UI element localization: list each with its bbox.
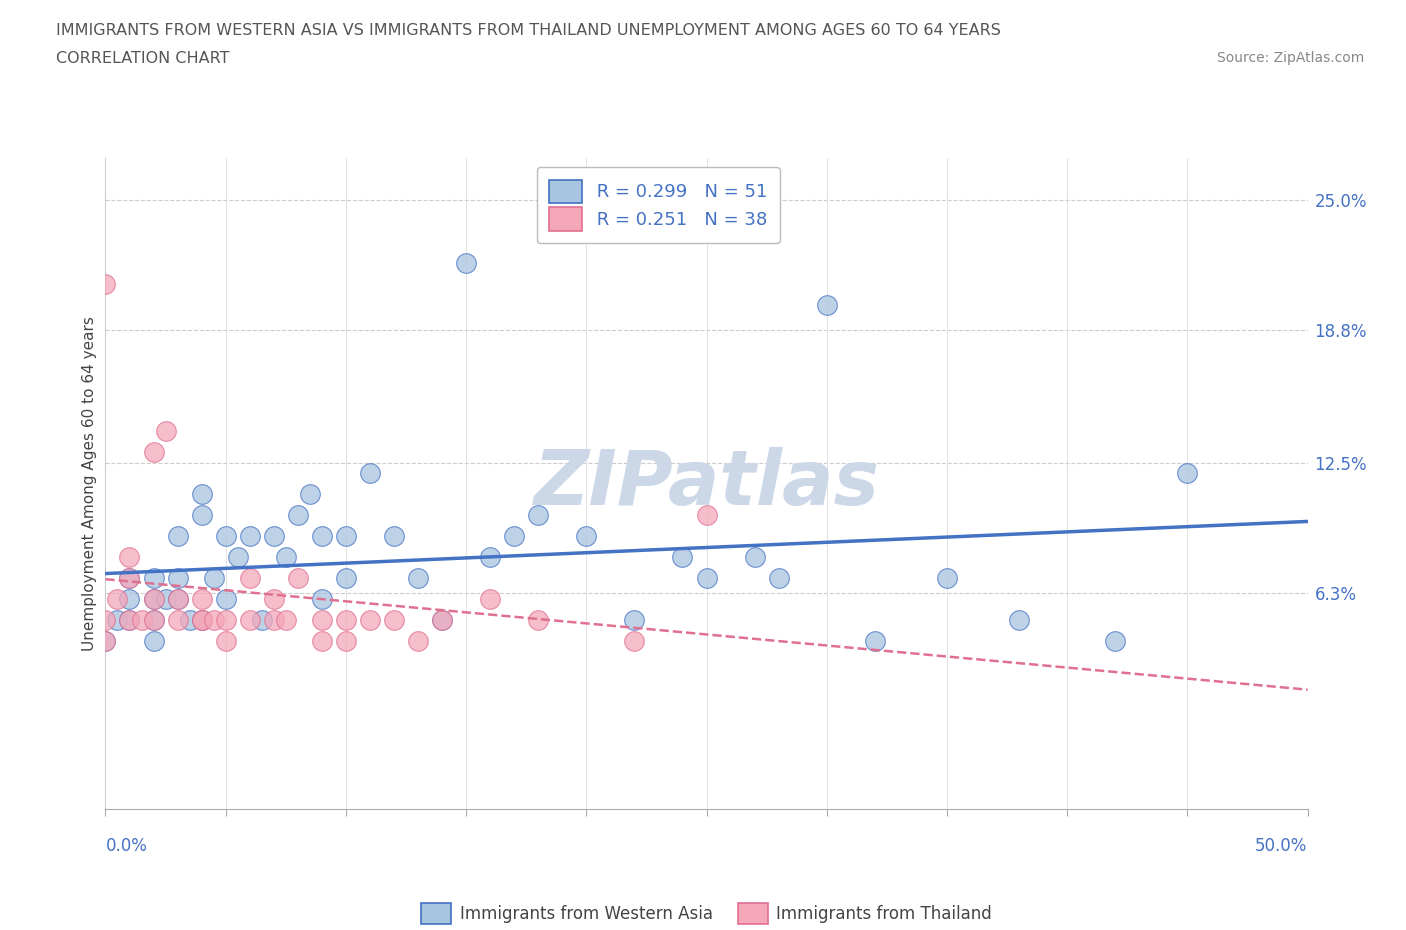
Point (214, 591, 236, 606)
Point (382, 613, 405, 628)
Legend: Immigrants from Western Asia, Immigrants from Thailand: Immigrants from Western Asia, Immigrants… (415, 897, 998, 930)
Point (1008, 613, 1031, 628)
Point (430, 613, 453, 628)
Point (287, 508, 309, 523)
Point (155, 591, 177, 606)
Point (815, 298, 838, 312)
Point (118, 571, 141, 586)
Point (263, 528, 285, 543)
Point (696, 571, 718, 586)
Point (202, 613, 225, 628)
Point (155, 424, 177, 439)
Point (503, 528, 526, 543)
Point (142, 591, 165, 606)
Point (190, 613, 212, 628)
Point (118, 591, 141, 606)
Point (107, 591, 129, 606)
Point (671, 550, 693, 565)
Point (359, 466, 381, 481)
Point (382, 528, 405, 543)
Point (239, 528, 262, 543)
Text: 0.0%: 0.0% (105, 837, 148, 855)
Text: Source: ZipAtlas.com: Source: ZipAtlas.com (1216, 51, 1364, 65)
Point (744, 550, 766, 565)
Point (107, 613, 129, 628)
Point (1104, 633, 1126, 648)
Point (118, 550, 141, 565)
Point (142, 613, 165, 628)
Point (142, 571, 165, 586)
Point (118, 613, 141, 628)
Point (142, 633, 165, 648)
Point (226, 550, 249, 565)
Point (335, 633, 357, 648)
Point (131, 613, 153, 628)
Point (263, 591, 285, 606)
Text: CORRELATION CHART: CORRELATION CHART (56, 51, 229, 66)
Point (863, 633, 886, 648)
Point (696, 508, 718, 523)
Point (936, 571, 959, 586)
Point (166, 591, 188, 606)
Point (142, 445, 165, 459)
Point (166, 613, 188, 628)
Y-axis label: Unemployment Among Ages 60 to 64 years: Unemployment Among Ages 60 to 64 years (82, 316, 97, 651)
Point (575, 528, 598, 543)
Point (94, 633, 117, 648)
Point (239, 571, 262, 586)
Point (94, 633, 117, 648)
Point (623, 633, 645, 648)
Point (142, 591, 165, 606)
Point (527, 613, 550, 628)
Point (311, 528, 333, 543)
Text: IMMIGRANTS FROM WESTERN ASIA VS IMMIGRANTS FROM THAILAND UNEMPLOYMENT AMONG AGES: IMMIGRANTS FROM WESTERN ASIA VS IMMIGRAN… (56, 23, 1001, 38)
Point (166, 571, 188, 586)
Point (311, 613, 333, 628)
Point (359, 613, 381, 628)
Point (214, 613, 236, 628)
Point (274, 613, 297, 628)
Point (263, 613, 285, 628)
Point (335, 613, 357, 628)
Point (479, 550, 502, 565)
Point (768, 571, 790, 586)
Point (1175, 466, 1198, 481)
Point (479, 591, 502, 606)
Point (527, 508, 550, 523)
Point (190, 508, 212, 523)
Text: 50.0%: 50.0% (1256, 837, 1308, 855)
Point (298, 486, 321, 501)
Point (190, 613, 212, 628)
Point (202, 571, 225, 586)
Point (190, 486, 212, 501)
Point (250, 613, 273, 628)
Point (166, 591, 188, 606)
Point (335, 528, 357, 543)
Point (94, 276, 117, 291)
Point (406, 633, 429, 648)
Point (274, 550, 297, 565)
Point (166, 528, 188, 543)
Point (287, 571, 309, 586)
Point (94, 613, 117, 628)
Point (118, 613, 141, 628)
Point (311, 633, 333, 648)
Point (454, 256, 477, 271)
Point (406, 571, 429, 586)
Point (190, 613, 212, 628)
Point (335, 571, 357, 586)
Point (118, 571, 141, 586)
Point (430, 613, 453, 628)
Point (623, 613, 645, 628)
Point (239, 613, 262, 628)
Point (214, 528, 236, 543)
Point (179, 613, 201, 628)
Text: ZIPatlas: ZIPatlas (533, 446, 880, 521)
Point (311, 591, 333, 606)
Point (214, 633, 236, 648)
Point (142, 613, 165, 628)
Point (190, 591, 212, 606)
